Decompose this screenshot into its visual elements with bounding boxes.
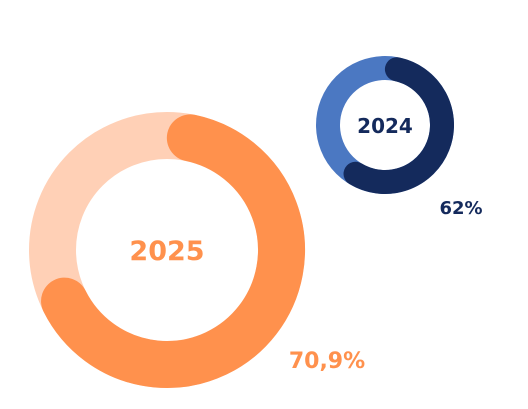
donut-2024-value-arc bbox=[343, 57, 454, 194]
donut-2025-value-arc bbox=[41, 114, 305, 388]
donut-2025-value-label: 70,9% bbox=[289, 349, 365, 374]
donut-2024-center-label: 2024 bbox=[357, 114, 413, 138]
donut-2025-center-label: 2025 bbox=[129, 236, 204, 267]
donut-2024: 2024 62% bbox=[316, 56, 483, 219]
donut-2025: 2025 70,9% bbox=[29, 112, 365, 388]
donut-2024-value-label: 62% bbox=[439, 198, 482, 219]
